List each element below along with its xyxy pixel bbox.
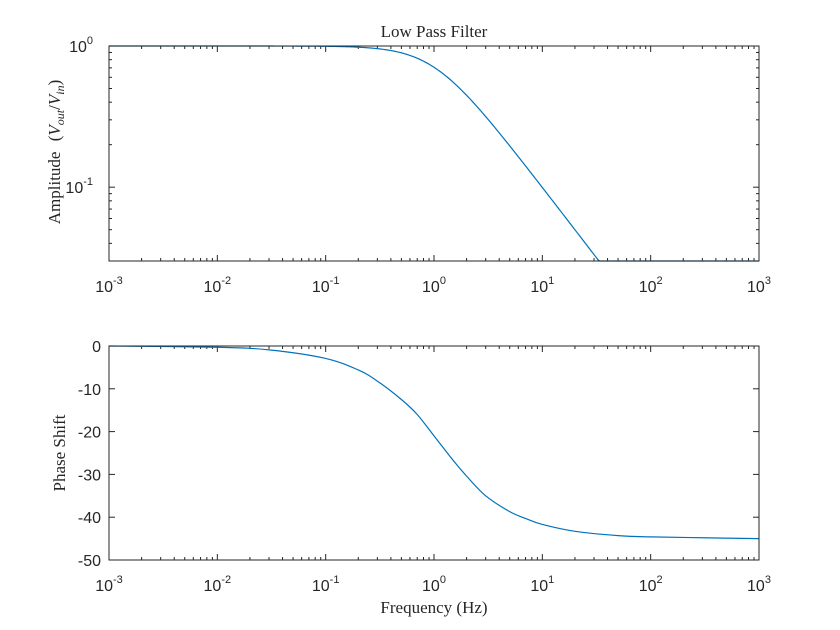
phase-series-line — [108, 345, 760, 540]
x-tick-label: 101 — [530, 275, 554, 296]
x-tick-label: 10-1 — [312, 275, 340, 296]
amplitude-subplot: Low Pass Filter Amplitude (Vout/Vin) 10-… — [45, 22, 771, 296]
y-tick-label: -30 — [78, 467, 101, 484]
amplitude-axes-box — [108, 45, 760, 262]
y-tick-label: -10 — [78, 382, 101, 399]
y-tick-label: -40 — [78, 510, 101, 527]
ylabel-denominator: V — [45, 92, 64, 105]
amplitude-x-tick-labels: 10-3 10-2 10-1 100 101 102 103 — [95, 275, 771, 296]
ylabel-denominator-sub: in — [53, 85, 67, 94]
x-tick-label: 100 — [422, 275, 446, 296]
x-axis-label-frequency: Frequency (Hz) — [380, 598, 487, 617]
x-tick-label: 103 — [747, 574, 771, 595]
x-tick-label: 103 — [747, 275, 771, 296]
y-tick-label: 0 — [92, 339, 101, 356]
x-tick-label: 102 — [639, 574, 663, 595]
phase-axes-box — [108, 345, 760, 561]
x-tick-label: 10-2 — [204, 574, 232, 595]
y-tick-label: 100 — [69, 35, 93, 56]
amplitude-label-word: Amplitude — [45, 152, 64, 225]
ylabel-slash: / — [45, 105, 64, 110]
x-tick-label: 10-2 — [204, 275, 232, 296]
ylabel-numerator: V — [45, 123, 64, 136]
phase-y-tick-labels: 0 -10 -20 -30 -40 -50 — [78, 339, 101, 570]
amplitude-label-text: Amplitude (Vout/Vin) — [45, 80, 67, 225]
x-tick-label: 10-3 — [95, 275, 123, 296]
x-tick-label: 101 — [530, 574, 554, 595]
phase-subplot: Phase Shift Frequency (Hz) 10-3 10-2 10-1 1… — [50, 339, 771, 617]
chart-title: Low Pass Filter — [381, 22, 488, 41]
x-tick-label: 10-1 — [312, 574, 340, 595]
x-tick-label: 100 — [422, 574, 446, 595]
y-tick-label: 10-1 — [65, 176, 93, 197]
ylabel-numerator-sub: out — [53, 109, 67, 125]
y-axis-label-amplitude: Amplitude (Vout/Vin) — [45, 80, 67, 225]
y-tick-label: -20 — [78, 425, 101, 442]
amplitude-y-tick-labels: 100 10-1 — [65, 35, 93, 197]
x-tick-label: 102 — [639, 275, 663, 296]
y-axis-label-phase: Phase Shift — [50, 414, 69, 491]
x-tick-label: 10-3 — [95, 574, 123, 595]
phase-x-tick-labels: 10-3 10-2 10-1 100 101 102 103 — [95, 574, 771, 595]
ylabel-close-paren: ) — [45, 80, 64, 86]
ylabel-open-paren: ( — [45, 135, 64, 141]
y-tick-label: -50 — [78, 553, 101, 570]
